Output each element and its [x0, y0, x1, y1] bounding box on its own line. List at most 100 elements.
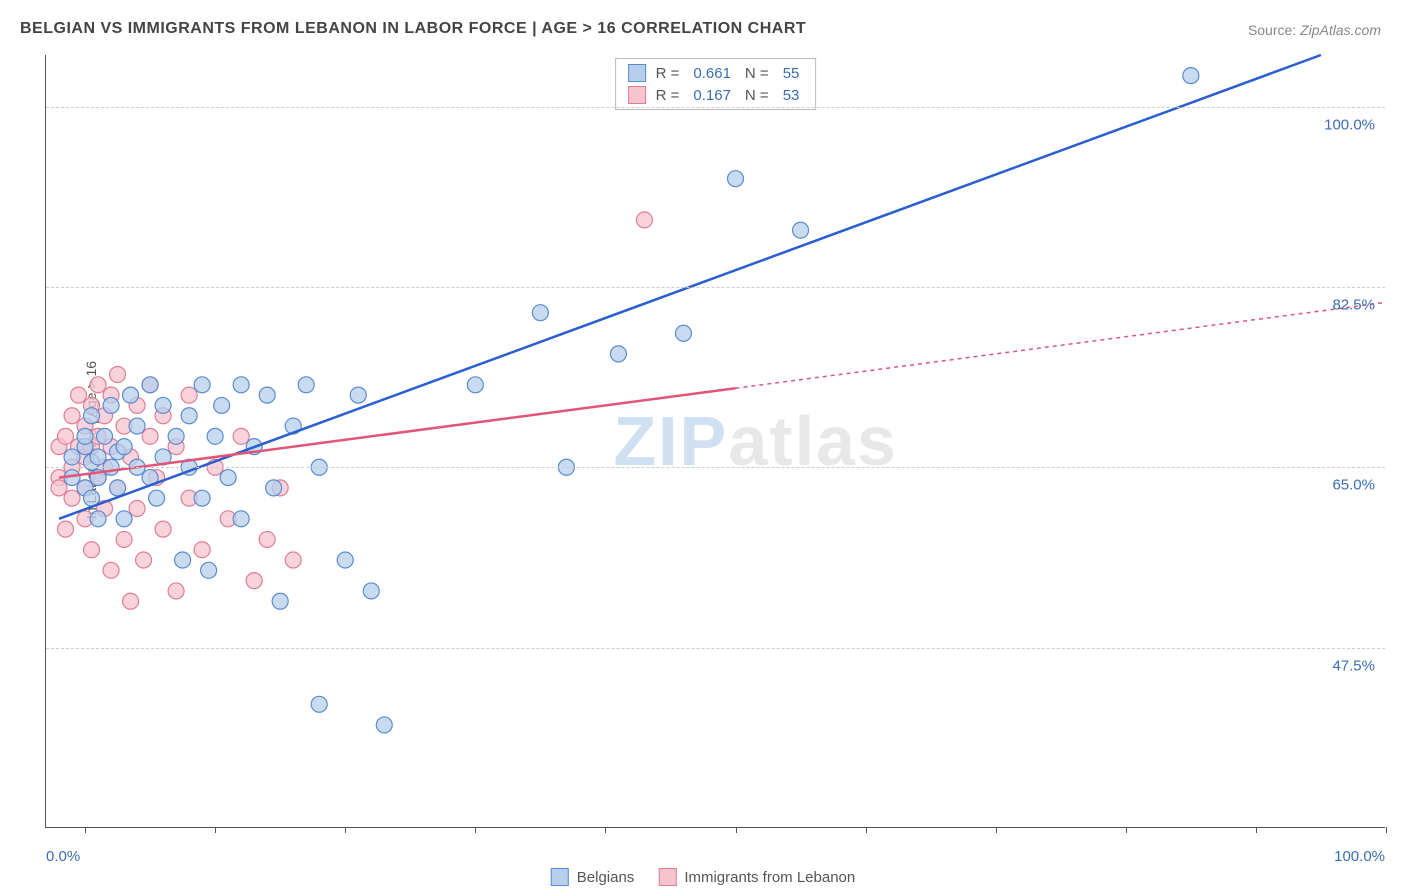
- scatter-point: [266, 480, 282, 496]
- scatter-point: [233, 511, 249, 527]
- scatter-point: [636, 212, 652, 228]
- scatter-point: [71, 387, 87, 403]
- scatter-point: [123, 593, 139, 609]
- legend-label-lebanon: Immigrants from Lebanon: [684, 869, 855, 886]
- scatter-point: [233, 428, 249, 444]
- scatter-point: [77, 428, 93, 444]
- x-tick: [736, 827, 737, 833]
- scatter-point: [58, 521, 74, 537]
- scatter-point: [142, 377, 158, 393]
- series-legend: Belgians Immigrants from Lebanon: [551, 868, 855, 886]
- scatter-point: [194, 490, 210, 506]
- scatter-point: [793, 222, 809, 238]
- scatter-point: [175, 552, 191, 568]
- scatter-point: [214, 397, 230, 413]
- scatter-point: [168, 428, 184, 444]
- source-value: ZipAtlas.com: [1300, 22, 1381, 38]
- scatter-point: [149, 490, 165, 506]
- gridline: [46, 467, 1385, 468]
- scatter-point: [610, 346, 626, 362]
- gridline: [46, 287, 1385, 288]
- scatter-point: [181, 387, 197, 403]
- scatter-point: [64, 408, 80, 424]
- x-tick: [475, 827, 476, 833]
- scatter-point: [259, 531, 275, 547]
- legend-row-lebanon: R = 0.167 N = 53: [616, 84, 816, 106]
- scatter-point: [103, 562, 119, 578]
- scatter-point: [84, 408, 100, 424]
- source-attribution: Source: ZipAtlas.com: [1248, 22, 1381, 38]
- legend-r-value-1: 0.167: [689, 87, 735, 104]
- scatter-point: [194, 542, 210, 558]
- legend-r-value-0: 0.661: [689, 65, 735, 82]
- x-tick: [996, 827, 997, 833]
- scatter-point: [116, 511, 132, 527]
- scatter-point: [129, 500, 145, 516]
- scatter-point: [201, 562, 217, 578]
- scatter-point: [194, 377, 210, 393]
- gridline: [46, 107, 1385, 108]
- x-tick: [1386, 827, 1387, 833]
- scatter-point: [220, 470, 236, 486]
- scatter-point: [129, 418, 145, 434]
- legend-n-label: N =: [745, 87, 769, 104]
- scatter-point: [181, 408, 197, 424]
- scatter-point: [728, 171, 744, 187]
- scatter-point: [64, 449, 80, 465]
- scatter-point: [155, 397, 171, 413]
- x-tick: [215, 827, 216, 833]
- legend-n-value-0: 55: [779, 65, 804, 82]
- x-tick: [1126, 827, 1127, 833]
- scatter-point: [116, 531, 132, 547]
- x-tick: [1256, 827, 1257, 833]
- scatter-point: [363, 583, 379, 599]
- scatter-point: [90, 511, 106, 527]
- gridline: [46, 648, 1385, 649]
- legend-item-belgians: Belgians: [551, 868, 635, 886]
- legend-row-belgians: R = 0.661 N = 55: [616, 62, 816, 84]
- scatter-point: [532, 305, 548, 321]
- x-tick: [85, 827, 86, 833]
- scatter-point: [97, 428, 113, 444]
- source-label: Source:: [1248, 22, 1296, 38]
- scatter-point: [116, 439, 132, 455]
- scatter-point: [110, 367, 126, 383]
- scatter-point: [233, 377, 249, 393]
- correlation-legend: R = 0.661 N = 55 R = 0.167 N = 53: [615, 58, 817, 110]
- chart-title: BELGIAN VS IMMIGRANTS FROM LEBANON IN LA…: [20, 20, 806, 38]
- scatter-point: [90, 449, 106, 465]
- y-tick-label: 82.5%: [1332, 296, 1375, 313]
- x-tick: [345, 827, 346, 833]
- legend-r-label: R =: [656, 65, 680, 82]
- swatch-belgians: [628, 64, 646, 82]
- legend-item-lebanon: Immigrants from Lebanon: [658, 868, 855, 886]
- scatter-point: [207, 428, 223, 444]
- trend-line-dashed: [736, 302, 1386, 388]
- plot-area: ZIPatlas R = 0.661 N = 55 R = 0.167 N = …: [45, 55, 1385, 828]
- scatter-point: [84, 542, 100, 558]
- scatter-point: [136, 552, 152, 568]
- scatter-point: [64, 490, 80, 506]
- swatch-lebanon: [628, 86, 646, 104]
- scatter-svg: [46, 55, 1385, 827]
- scatter-point: [272, 593, 288, 609]
- scatter-point: [58, 428, 74, 444]
- scatter-point: [90, 377, 106, 393]
- x-tick: [866, 827, 867, 833]
- scatter-point: [123, 387, 139, 403]
- scatter-point: [1183, 68, 1199, 84]
- x-tick: [605, 827, 606, 833]
- legend-n-label: N =: [745, 65, 769, 82]
- swatch-belgians-icon: [551, 868, 569, 886]
- legend-label-belgians: Belgians: [577, 869, 635, 886]
- scatter-point: [142, 428, 158, 444]
- scatter-point: [259, 387, 275, 403]
- scatter-point: [103, 397, 119, 413]
- x-axis-label: 100.0%: [1334, 848, 1385, 865]
- scatter-point: [285, 552, 301, 568]
- chart-container: BELGIAN VS IMMIGRANTS FROM LEBANON IN LA…: [0, 0, 1406, 892]
- scatter-point: [675, 325, 691, 341]
- scatter-point: [246, 573, 262, 589]
- scatter-point: [110, 480, 126, 496]
- y-tick-label: 65.0%: [1332, 477, 1375, 494]
